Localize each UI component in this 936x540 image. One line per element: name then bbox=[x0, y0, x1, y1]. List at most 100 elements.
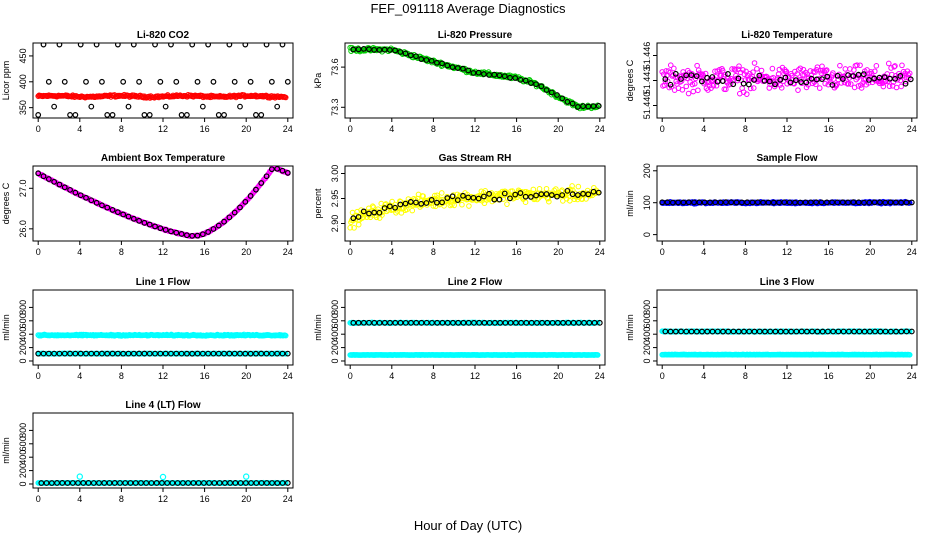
data-point bbox=[471, 319, 477, 326]
data-point bbox=[766, 85, 773, 91]
data-point bbox=[855, 199, 862, 206]
data-point bbox=[761, 77, 768, 84]
data-point bbox=[590, 103, 597, 109]
data-point bbox=[439, 199, 445, 206]
data-point bbox=[554, 193, 560, 200]
data-point bbox=[117, 480, 123, 486]
x-tick-label: 12 bbox=[158, 494, 168, 504]
chart-title: Line 1 Flow bbox=[136, 277, 191, 288]
data-point bbox=[751, 60, 758, 66]
data-point bbox=[897, 77, 904, 84]
data-point bbox=[548, 89, 555, 96]
data-point bbox=[423, 319, 430, 326]
data-point bbox=[227, 480, 234, 486]
data-point bbox=[274, 166, 281, 172]
data-point bbox=[389, 198, 395, 205]
data-point bbox=[507, 319, 514, 326]
data-point bbox=[366, 210, 372, 217]
y-tick-label: 51.440 bbox=[642, 92, 652, 120]
data-point bbox=[517, 76, 524, 83]
data-point bbox=[845, 199, 851, 206]
x-tick-label: 24 bbox=[907, 124, 917, 134]
data-point bbox=[839, 76, 846, 82]
data-point bbox=[725, 328, 732, 335]
plot-area bbox=[659, 198, 915, 207]
data-point bbox=[284, 350, 291, 357]
chart-title: Li-820 Pressure bbox=[438, 30, 513, 41]
x-tick-label: 16 bbox=[824, 247, 834, 257]
data-point bbox=[263, 43, 270, 48]
data-point bbox=[492, 319, 498, 326]
data-point bbox=[210, 78, 217, 85]
chart-title: Line 2 Flow bbox=[448, 277, 503, 288]
data-point bbox=[215, 111, 222, 118]
data-point bbox=[210, 350, 217, 357]
y-tick-label: 400 bbox=[18, 450, 28, 465]
data-point bbox=[898, 199, 905, 206]
data-point bbox=[758, 67, 765, 74]
x-tick-label: 24 bbox=[283, 124, 293, 134]
data-point bbox=[429, 319, 435, 326]
y-tick-label: 600 bbox=[330, 313, 340, 328]
data-point bbox=[237, 350, 243, 357]
data-point bbox=[274, 103, 281, 110]
x-tick-label: 24 bbox=[595, 371, 605, 381]
data-point bbox=[756, 72, 763, 79]
data-point bbox=[413, 319, 420, 326]
data-point bbox=[215, 350, 222, 357]
chart-panel: Gas Stream RH percent 2.90 2.95 3.00 0 4 8 12 16 2… bbox=[313, 153, 606, 257]
y-tick-label: 200 bbox=[330, 340, 340, 355]
data-point bbox=[56, 43, 63, 48]
data-point bbox=[871, 75, 878, 82]
data-point bbox=[459, 201, 465, 208]
data-point bbox=[157, 225, 164, 232]
data-point bbox=[897, 73, 904, 79]
data-point bbox=[777, 76, 784, 83]
data-point bbox=[527, 80, 534, 86]
data-point bbox=[861, 328, 868, 335]
data-point bbox=[887, 199, 894, 206]
data-point bbox=[282, 480, 289, 486]
y-tick-label: 200 bbox=[642, 163, 652, 178]
data-point bbox=[842, 66, 849, 72]
data-point bbox=[523, 319, 530, 326]
data-point bbox=[45, 176, 52, 182]
data-point bbox=[750, 69, 756, 76]
data-point bbox=[157, 350, 164, 357]
data-point bbox=[865, 80, 872, 86]
data-point bbox=[114, 209, 121, 216]
data-point bbox=[99, 350, 105, 357]
data-point bbox=[566, 198, 573, 204]
data-point bbox=[714, 328, 721, 335]
data-point bbox=[185, 480, 192, 486]
x-tick-label: 20 bbox=[865, 124, 875, 134]
data-point bbox=[496, 72, 503, 79]
data-point bbox=[162, 103, 169, 110]
data-point bbox=[707, 199, 713, 206]
x-tick-label: 0 bbox=[660, 247, 665, 257]
data-point bbox=[497, 319, 504, 326]
data-point bbox=[475, 195, 482, 202]
data-point bbox=[83, 78, 89, 85]
data-point bbox=[143, 480, 150, 486]
data-point bbox=[355, 221, 362, 228]
data-point bbox=[776, 199, 782, 206]
y-tick-label: 800 bbox=[330, 300, 340, 315]
data-point bbox=[88, 103, 95, 110]
data-point bbox=[430, 203, 437, 209]
data-point bbox=[701, 199, 708, 206]
data-point bbox=[538, 191, 545, 198]
data-point bbox=[67, 111, 73, 118]
data-point bbox=[741, 71, 748, 78]
data-point bbox=[242, 480, 249, 486]
data-point bbox=[750, 85, 757, 91]
data-point bbox=[351, 225, 357, 231]
data-point bbox=[444, 62, 451, 69]
data-point bbox=[798, 79, 804, 85]
y-tick-label: 0 bbox=[330, 358, 340, 363]
data-point bbox=[528, 319, 535, 326]
data-point bbox=[559, 192, 566, 199]
x-tick-label: 12 bbox=[158, 371, 168, 381]
data-point bbox=[533, 192, 539, 199]
data-point bbox=[43, 480, 50, 486]
